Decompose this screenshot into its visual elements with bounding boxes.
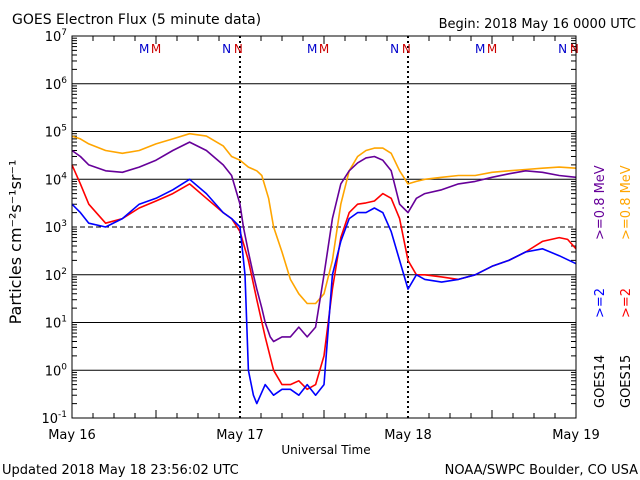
event-marker-label: M [319, 42, 329, 56]
event-marker-label: N [558, 42, 567, 56]
x-tick-label: May 17 [216, 428, 264, 443]
y-tick-labels: 10-1 100 101 102 103 104 105 106 107 [41, 28, 67, 427]
credit-text: NOAA/SWPC Boulder, CO USA [445, 463, 638, 478]
series-line-goes14-3 [71, 178, 577, 405]
series-lines [71, 132, 577, 405]
y-tick-label: 106 [45, 76, 68, 93]
right-legend-label: GOES15 [619, 355, 634, 408]
event-marker-label: N [402, 42, 411, 56]
x-axis-label: Universal Time [281, 443, 370, 457]
event-marker-label: M [487, 42, 497, 56]
y-tick-label: 100 [45, 362, 68, 379]
right-legend-label: >=2 [619, 288, 634, 318]
x-tick-label: May 19 [552, 428, 600, 443]
grid-lines [72, 35, 576, 419]
event-marker-label: N [222, 42, 231, 56]
right-legend-label: >=0.8 MeV [593, 165, 608, 240]
x-tick-labels: May 16 May 17 May 18 May 19 [48, 428, 600, 443]
event-marker-label: N [570, 42, 579, 56]
updated-timestamp: Updated 2018 May 18 23:56:02 UTC [2, 463, 239, 478]
event-marker-label: N [390, 42, 399, 56]
y-tick-label: 104 [45, 171, 68, 188]
chart-title: GOES Electron Flux (5 minute data) [12, 12, 261, 28]
x-tick-label: May 18 [384, 428, 432, 443]
event-marker-label: M [151, 42, 161, 56]
y-tick-label: 103 [45, 219, 67, 236]
event-marker-label: M [307, 42, 317, 56]
y-axis-label: Particles cm⁻²s⁻¹sr⁻¹ [6, 160, 25, 325]
y-tick-label: 101 [45, 315, 67, 332]
x-tick-label: May 16 [48, 428, 96, 443]
right-legend: GOES14 >=2 >=0.8 MeV GOES15 >=2 >=0.8 MeV [593, 165, 634, 408]
y-tick-label: 107 [45, 28, 67, 45]
event-marker-label: M [475, 42, 485, 56]
y-tick-label: 105 [45, 124, 67, 141]
y-tick-label: 10-1 [41, 410, 67, 427]
event-marker-label: M [139, 42, 149, 56]
event-marker-label: N [234, 42, 243, 56]
series-line-goes15-0 [71, 132, 577, 305]
series-line-goes14-1 [71, 141, 577, 343]
y-tick-label: 102 [45, 267, 67, 284]
right-legend-label: >=2 [593, 288, 608, 318]
right-legend-label: GOES14 [593, 355, 608, 408]
begin-label: Begin: 2018 May 16 0000 UTC [439, 17, 636, 32]
plot-frame [71, 35, 577, 419]
right-legend-label: >=0.8 MeV [619, 165, 634, 240]
